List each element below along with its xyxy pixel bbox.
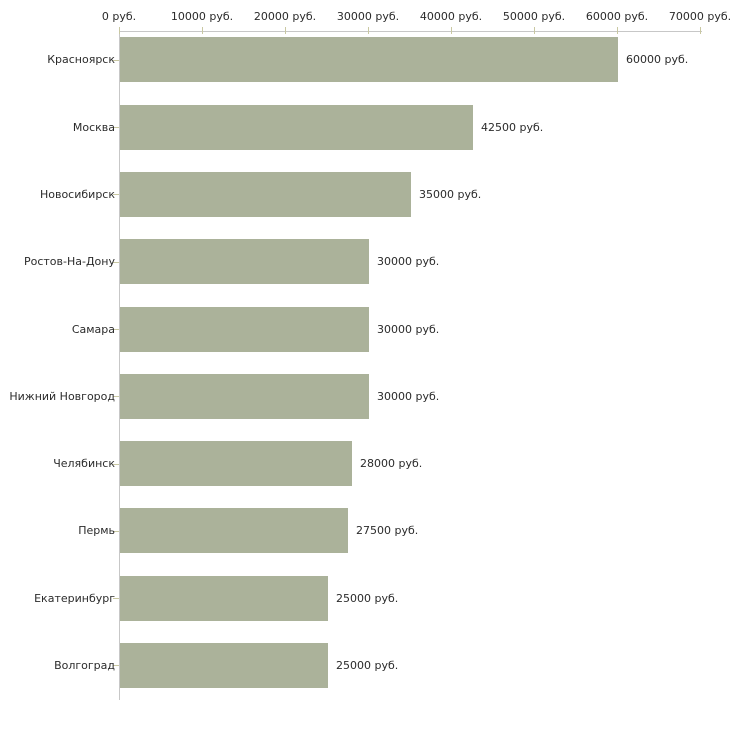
x-axis-tick [534, 27, 535, 34]
x-axis-tick-label: 50000 руб. [502, 10, 566, 23]
x-axis-tick [700, 27, 701, 34]
x-axis-tick [285, 27, 286, 34]
value-label: 30000 руб. [377, 255, 440, 268]
x-axis-tick [202, 27, 203, 34]
category-tick [113, 60, 119, 61]
category-tick [113, 531, 119, 532]
category-tick [113, 598, 119, 599]
category-tick [113, 464, 119, 465]
x-axis-tick-label: 30000 руб. [336, 10, 400, 23]
category-tick [113, 262, 119, 263]
category-label: Самара [71, 323, 115, 336]
category-label: Екатеринбург [34, 592, 115, 605]
value-label: 60000 руб. [626, 53, 689, 66]
bar [120, 171, 411, 217]
x-axis-tick-label: 0 руб. [101, 10, 137, 23]
category-label: Волгоград [54, 659, 115, 672]
category-tick [113, 396, 119, 397]
category-tick [113, 194, 119, 195]
x-axis-tick [368, 27, 369, 34]
value-label: 42500 руб. [481, 121, 544, 134]
category-tick [113, 329, 119, 330]
category-label: Новосибирск [39, 188, 115, 201]
x-axis-line [119, 31, 702, 32]
value-label: 30000 руб. [377, 323, 440, 336]
bar [120, 104, 473, 150]
category-label: Пермь [78, 524, 115, 537]
y-axis-line [119, 31, 120, 700]
bar [120, 575, 328, 621]
bar [120, 306, 369, 352]
x-axis-tick [451, 27, 452, 34]
x-axis-tick-label: 70000 руб. [668, 10, 730, 23]
x-axis-tick-label: 10000 руб. [170, 10, 234, 23]
bar [120, 37, 618, 83]
category-label: Москва [72, 121, 115, 134]
value-label: 25000 руб. [336, 592, 399, 605]
x-axis-tick [617, 27, 618, 34]
bar [120, 239, 369, 285]
x-axis-tick-label: 40000 руб. [419, 10, 483, 23]
category-label: Красноярск [47, 53, 115, 66]
value-label: 25000 руб. [336, 659, 399, 672]
bar [120, 373, 369, 419]
value-label: 28000 руб. [360, 457, 423, 470]
value-label: 30000 руб. [377, 390, 440, 403]
bar [120, 508, 349, 554]
x-axis-tick-label: 60000 руб. [585, 10, 649, 23]
category-tick [113, 665, 119, 666]
category-label: Челябинск [53, 457, 115, 470]
bar [120, 441, 353, 487]
value-label: 27500 руб. [356, 524, 419, 537]
value-label: 35000 руб. [419, 188, 482, 201]
category-label: Нижний Новгород [9, 390, 115, 403]
category-label: Ростов-На-Дону [23, 255, 115, 268]
bar [120, 643, 328, 688]
x-axis-tick-label: 20000 руб. [253, 10, 317, 23]
x-axis-tick [119, 27, 120, 34]
category-tick [113, 127, 119, 128]
